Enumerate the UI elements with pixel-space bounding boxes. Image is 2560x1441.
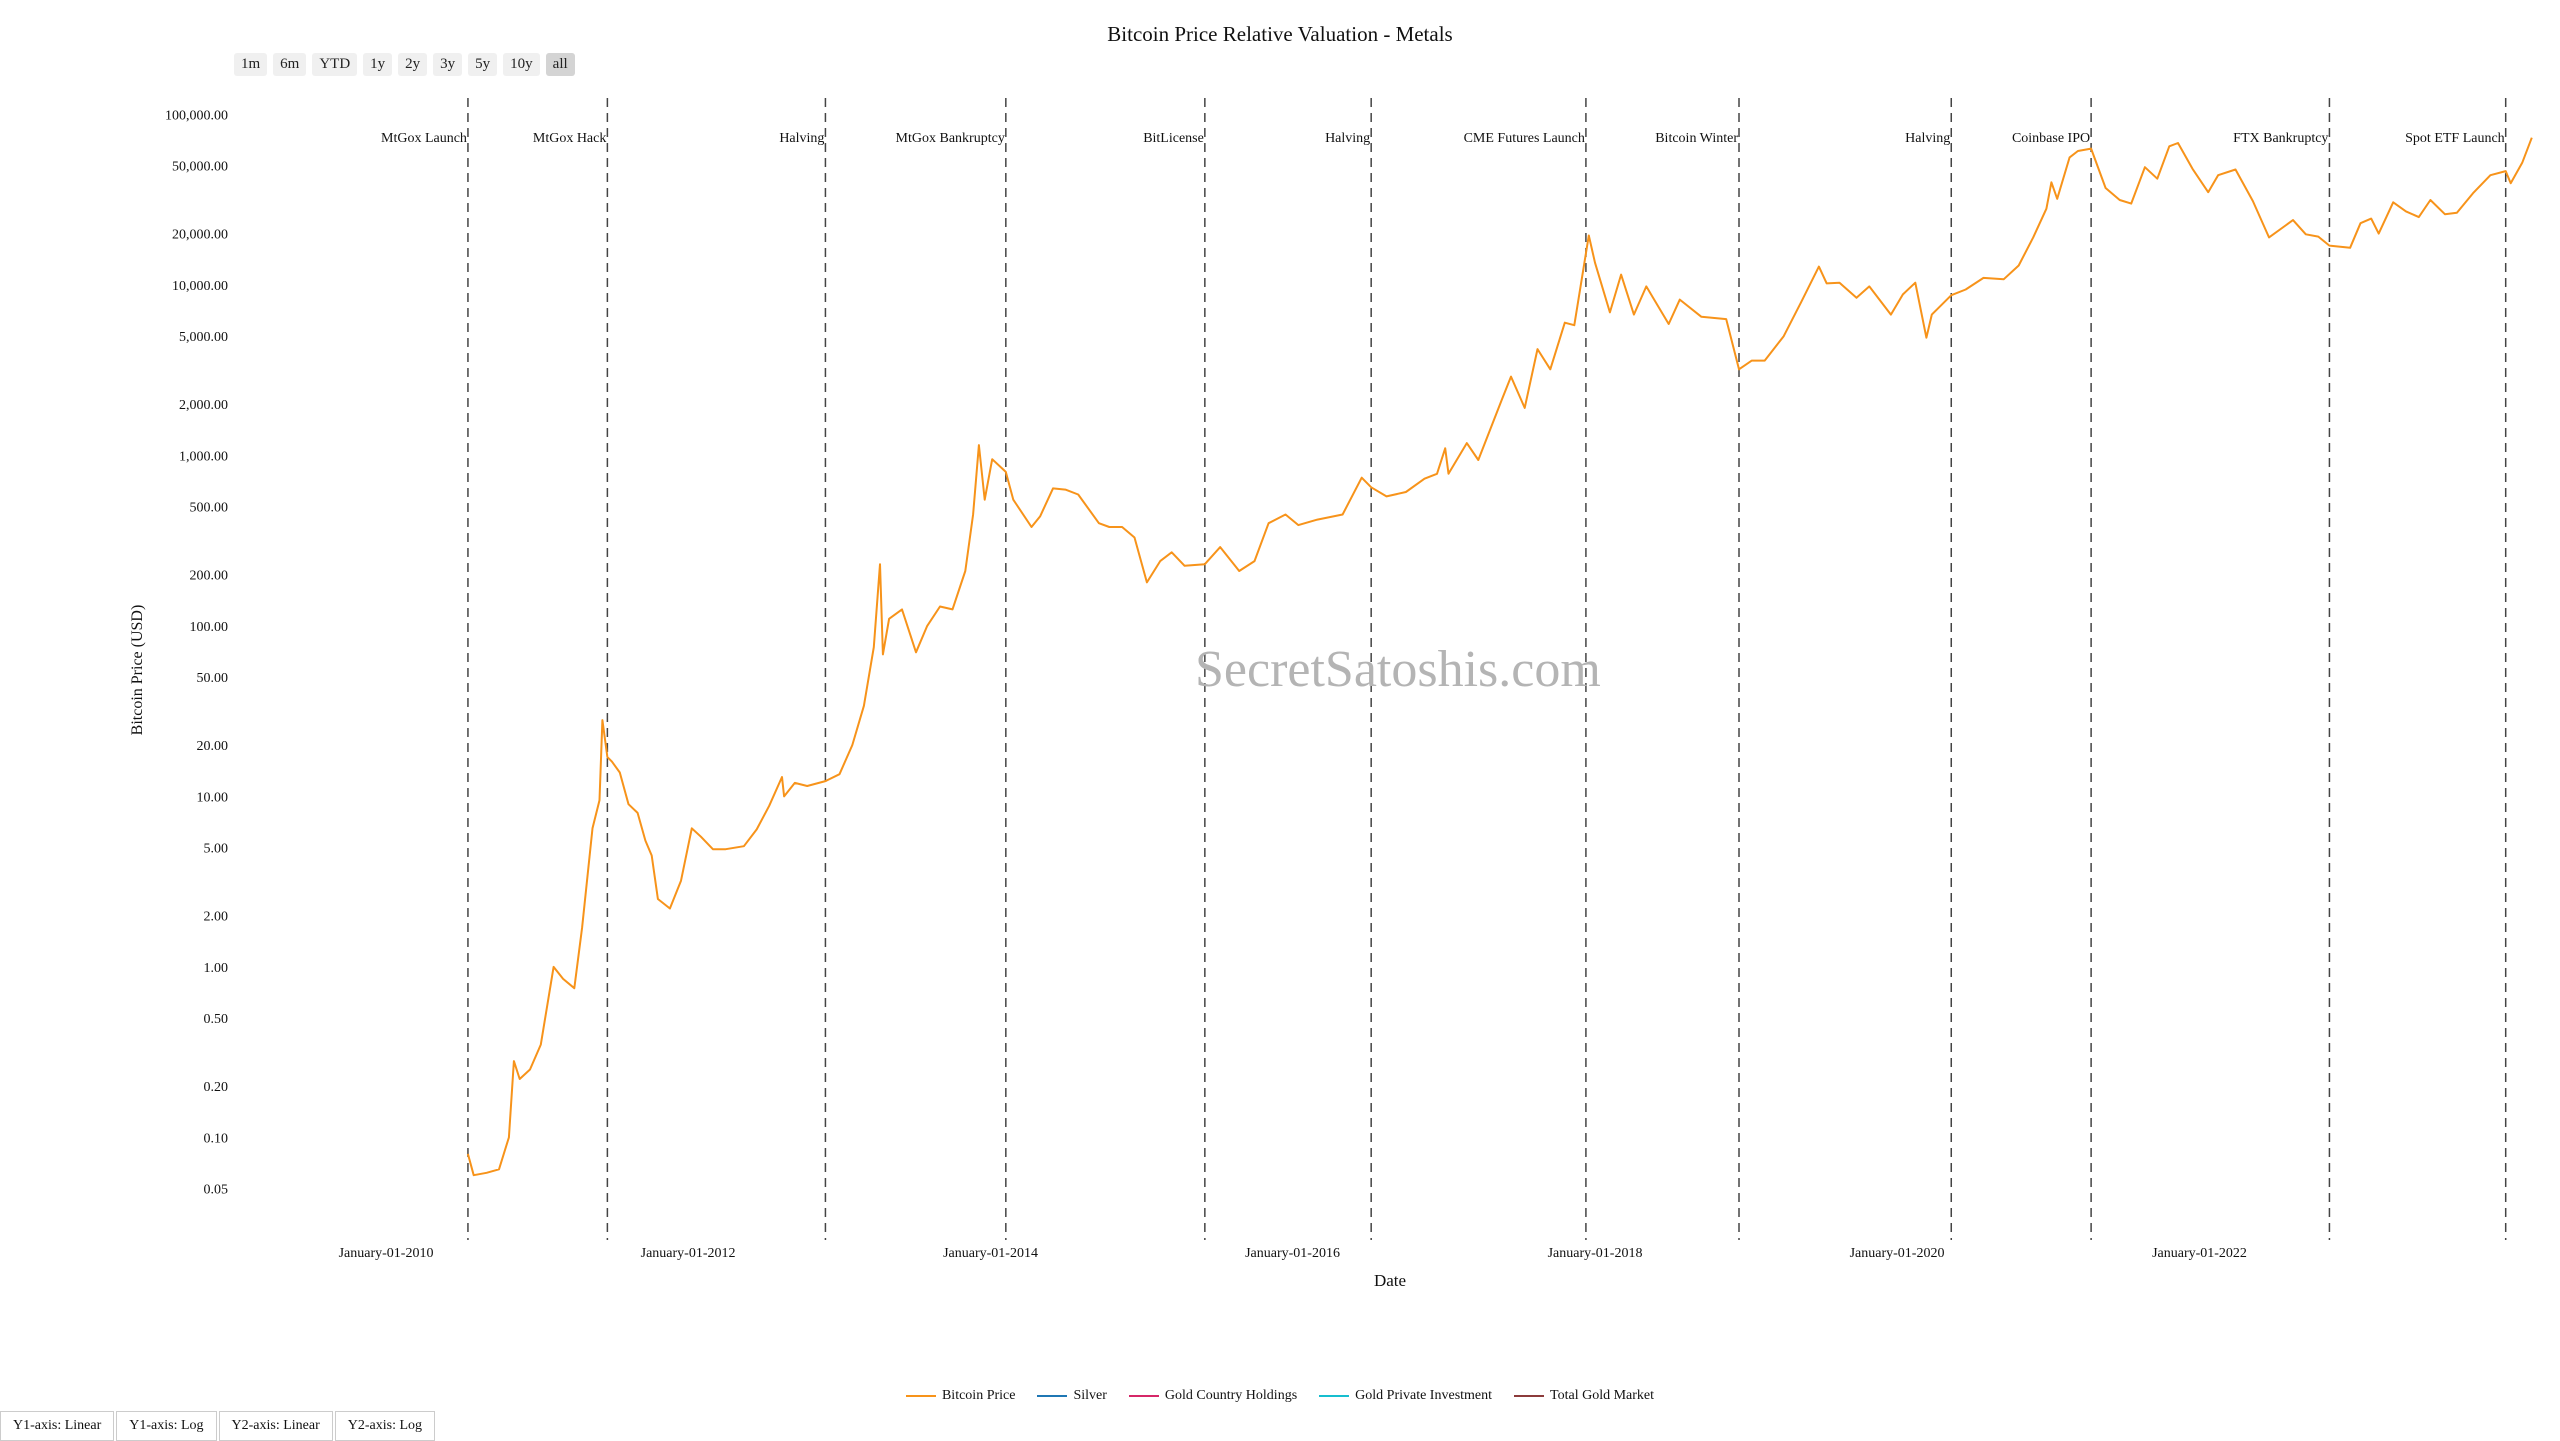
y-tick-label: 1,000.00 <box>179 449 228 464</box>
x-tick-label: January-01-2012 <box>641 1246 736 1261</box>
range-button-ytd[interactable]: YTD <box>312 53 358 76</box>
event-label: Halving <box>779 131 824 146</box>
event-markers: MtGox Launch MtGox Hack Halving MtGox Bankr… <box>381 98 2507 1240</box>
y-tick-label: 20,000.00 <box>172 228 228 243</box>
y-tick-label: 0.05 <box>204 1183 229 1198</box>
y2-log-button[interactable]: Y2-axis: Log <box>334 1411 436 1441</box>
legend-item-gold-private-investment[interactable]: Gold Private Investment <box>1319 1388 1492 1404</box>
event-label: MtGox Hack <box>533 131 607 146</box>
y1-linear-button[interactable]: Y1-axis: Linear <box>0 1411 115 1441</box>
x-tick-label: January-01-2022 <box>2152 1246 2247 1261</box>
y-axis: 0.05 0.10 0.20 0.50 1.00 2.00 5.00 10.00 20.00 50… <box>165 108 228 1197</box>
x-tick-label: January-01-2016 <box>1245 1246 1340 1261</box>
y-tick-label: 1.00 <box>204 961 229 976</box>
range-button-1m[interactable]: 1m <box>234 53 268 76</box>
event-label: MtGox Bankruptcy <box>896 131 1005 146</box>
legend-label: Total Gold Market <box>1550 1388 1655 1403</box>
y-tick-label: 100,000.00 <box>165 108 228 123</box>
event-label: MtGox Launch <box>381 131 467 146</box>
range-button-5y[interactable]: 5y <box>468 53 498 76</box>
series-line-bitcoin-price[interactable] <box>466 137 2533 1177</box>
legend-swatch <box>1514 1395 1545 1397</box>
y-tick-label: 50,000.00 <box>172 160 228 175</box>
y-tick-label: 500.00 <box>190 501 229 516</box>
event-label: Coinbase IPO <box>2012 131 2090 146</box>
event-label: Halving <box>1325 131 1370 146</box>
y-tick-label: 5.00 <box>204 842 229 857</box>
legend-label: Gold Private Investment <box>1355 1388 1493 1403</box>
event-label: Spot ETF Launch <box>2405 131 2505 146</box>
y-tick-label: 200.00 <box>190 569 229 584</box>
event-label: CME Futures Launch <box>1464 131 1585 146</box>
range-button-6m[interactable]: 6m <box>273 53 307 76</box>
series-layer <box>466 137 2533 1177</box>
legend-swatch <box>1319 1395 1350 1397</box>
legend-item-silver[interactable]: Silver <box>1037 1388 1107 1404</box>
y-tick-label: 0.10 <box>204 1131 229 1146</box>
y-tick-label: 100.00 <box>190 620 229 635</box>
event-label: Halving <box>1905 131 1950 146</box>
range-button-3y[interactable]: 3y <box>433 53 463 76</box>
x-tick-label: January-01-2014 <box>943 1246 1038 1261</box>
event-label: BitLicense <box>1143 131 1204 146</box>
y-tick-label: 10.00 <box>197 790 229 805</box>
y-tick-label: 50.00 <box>197 671 229 686</box>
y1-log-button[interactable]: Y1-axis: Log <box>116 1411 217 1441</box>
range-selector: 1m 6m YTD 1y 2y 3y 5y 10y all <box>234 53 575 76</box>
y2-linear-button[interactable]: Y2-axis: Linear <box>218 1411 333 1441</box>
legend-label: Gold Country Holdings <box>1164 1388 1298 1403</box>
range-button-all[interactable]: all <box>545 53 575 76</box>
y-tick-label: 0.20 <box>204 1080 229 1095</box>
event-label: FTX Bankruptcy <box>2233 131 2328 146</box>
y-tick-label: 20.00 <box>197 739 229 754</box>
legend: Bitcoin Price Silver Gold Country Holdin… <box>0 1388 2560 1404</box>
y-tick-label: 0.50 <box>204 1012 229 1027</box>
legend-item-gold-country-holdings[interactable]: Gold Country Holdings <box>1128 1388 1298 1404</box>
legend-swatch <box>905 1395 936 1397</box>
range-button-2y[interactable]: 2y <box>398 53 428 76</box>
x-tick-label: January-01-2018 <box>1548 1246 1643 1261</box>
legend-label: Bitcoin Price <box>941 1388 1016 1403</box>
watermark: SecretSatoshis.com <box>1195 641 1601 698</box>
x-tick-label: January-01-2020 <box>1850 1246 1945 1261</box>
event-label: Bitcoin Winter <box>1655 131 1738 146</box>
x-axis-label: Date <box>1374 1271 1406 1290</box>
range-button-1y[interactable]: 1y <box>363 53 393 76</box>
y-axis-label: Bitcoin Price (USD) <box>129 605 146 736</box>
legend-swatch <box>1037 1395 1068 1397</box>
y-tick-label: 5,000.00 <box>179 330 228 345</box>
axis-scale-buttons: Y1-axis: Linear Y1-axis: Log Y2-axis: Li… <box>0 1411 437 1441</box>
legend-item-bitcoin-price[interactable]: Bitcoin Price <box>905 1388 1016 1404</box>
x-tick-label: January-01-2010 <box>339 1246 434 1261</box>
y-tick-label: 2.00 <box>204 910 229 925</box>
legend-swatch <box>1128 1395 1159 1397</box>
y-tick-label: 10,000.00 <box>172 279 228 294</box>
y-tick-label: 2,000.00 <box>179 398 228 413</box>
chart-title: Bitcoin Price Relative Valuation - Metal… <box>1107 22 1453 46</box>
x-axis: January-01-2010 January-01-2012 January-01… <box>339 1246 2247 1261</box>
range-button-10y[interactable]: 10y <box>503 53 540 76</box>
legend-item-total-gold-market[interactable]: Total Gold Market <box>1514 1388 1654 1404</box>
legend-label: Silver <box>1073 1388 1107 1403</box>
